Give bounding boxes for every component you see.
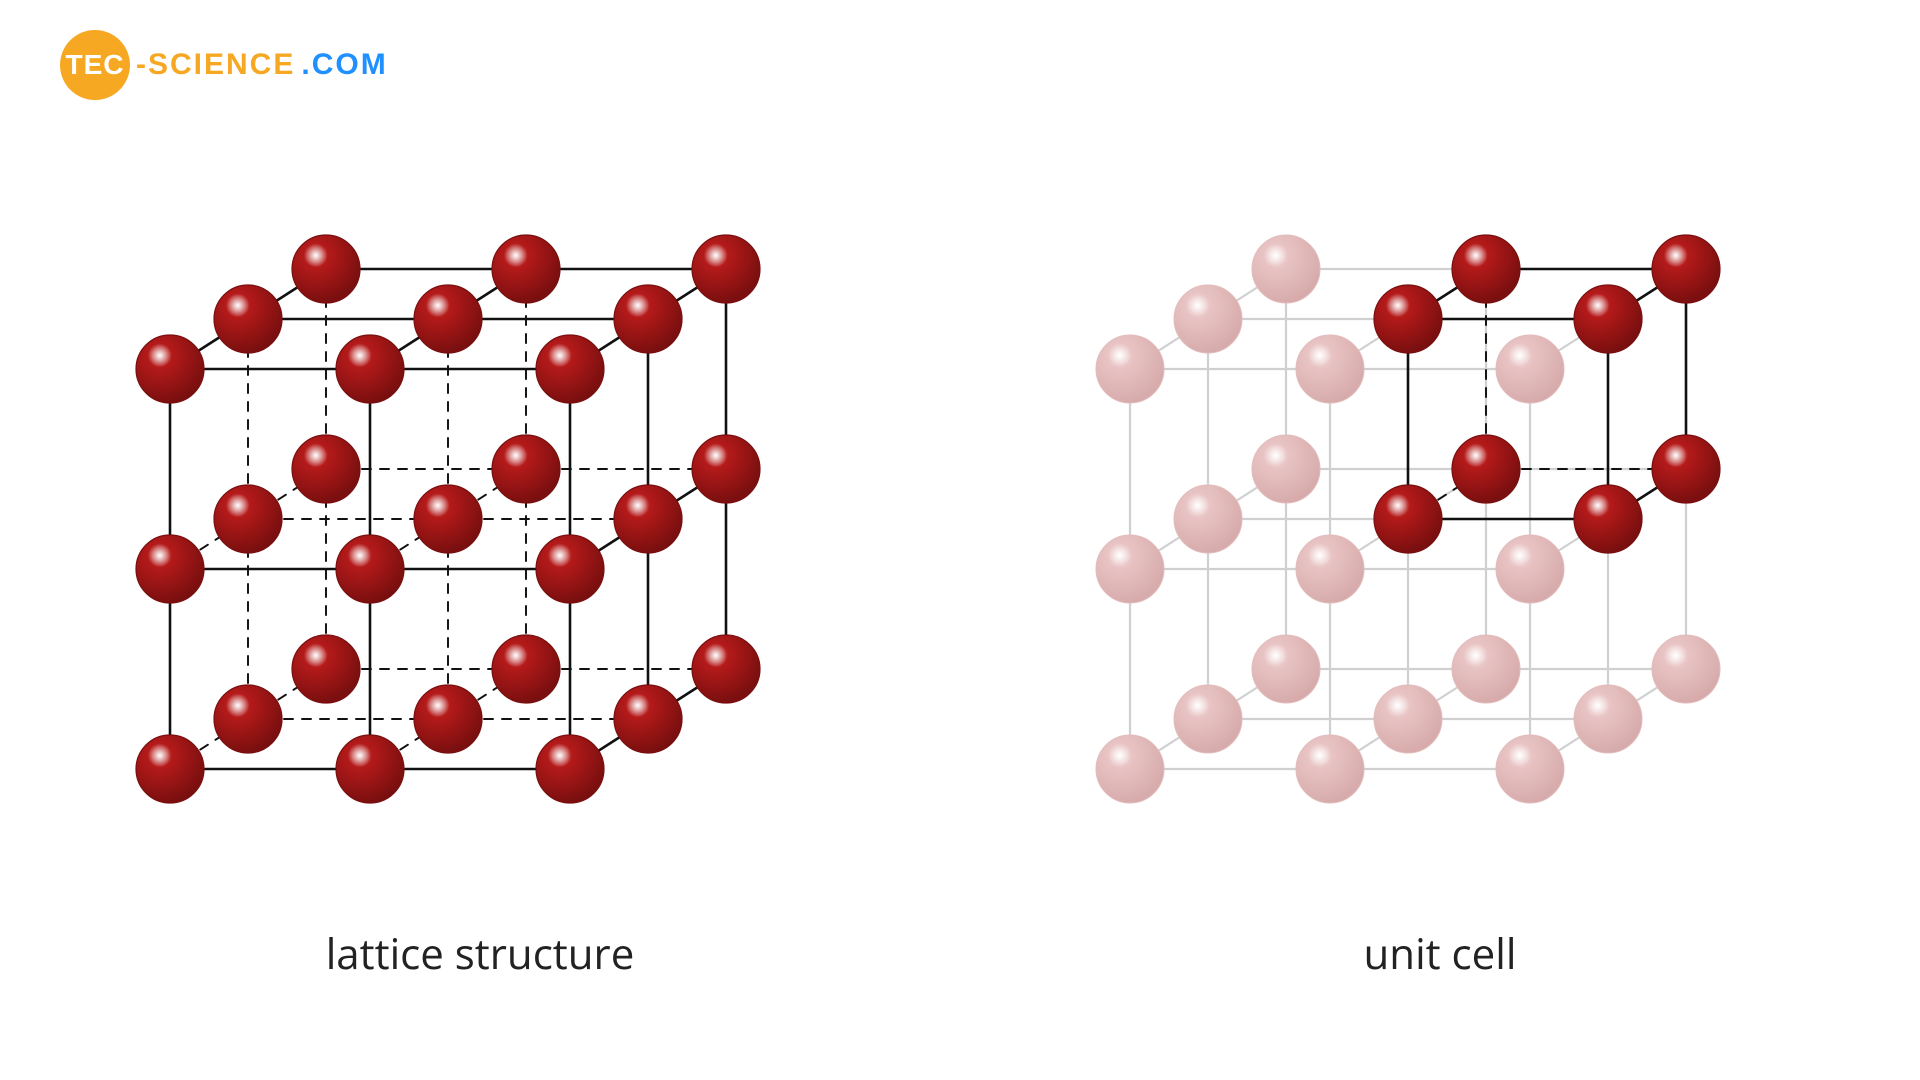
atom-faded [1496, 535, 1564, 603]
atom [414, 685, 482, 753]
atom [1374, 485, 1442, 553]
atom-faded [1574, 685, 1642, 753]
logo-circle-text: TEC [66, 49, 125, 81]
atom [1652, 435, 1720, 503]
atom-faded [1252, 635, 1320, 703]
panel-lattice: lattice structure [70, 89, 890, 982]
atom-faded [1296, 735, 1364, 803]
atom [336, 535, 404, 603]
atom [214, 685, 282, 753]
unit-cell-svg [1030, 89, 1850, 909]
atom-faded [1174, 485, 1242, 553]
atom-faded [1174, 685, 1242, 753]
atom-faded [1174, 285, 1242, 353]
atom-faded [1652, 635, 1720, 703]
atom [692, 235, 760, 303]
atom-faded [1252, 435, 1320, 503]
atom-faded [1296, 335, 1364, 403]
atom-faded [1096, 735, 1164, 803]
atom [492, 235, 560, 303]
atom [692, 435, 760, 503]
atom [614, 285, 682, 353]
atom [1574, 485, 1642, 553]
atom [136, 335, 204, 403]
logo-dotcom-text: .COM [301, 48, 387, 82]
atom [614, 485, 682, 553]
atom [214, 285, 282, 353]
atom [692, 635, 760, 703]
panel-unit-cell: unit cell [1030, 89, 1850, 982]
atom [414, 485, 482, 553]
atom-faded [1096, 535, 1164, 603]
atom-faded [1452, 635, 1520, 703]
atom [1652, 235, 1720, 303]
atom [1574, 285, 1642, 353]
atom [536, 735, 604, 803]
atom-faded [1496, 335, 1564, 403]
atom [214, 485, 282, 553]
atom [614, 685, 682, 753]
atom [292, 435, 360, 503]
atom [1452, 235, 1520, 303]
atom [1452, 435, 1520, 503]
lattice-structure-svg [70, 89, 890, 909]
caption-unit-cell: unit cell [1364, 925, 1517, 982]
logo-rest-text: -SCIENCE [136, 48, 295, 82]
atom-faded [1096, 335, 1164, 403]
atom [536, 335, 604, 403]
atom [336, 335, 404, 403]
atom [536, 535, 604, 603]
atom [336, 735, 404, 803]
atom [136, 535, 204, 603]
atom [492, 635, 560, 703]
atom [292, 235, 360, 303]
atom [292, 635, 360, 703]
atom [414, 285, 482, 353]
atom-faded [1252, 235, 1320, 303]
atom-faded [1374, 685, 1442, 753]
diagram-row: lattice structure unit cell [0, 100, 1920, 970]
caption-lattice: lattice structure [326, 925, 635, 982]
atoms [136, 235, 760, 803]
atom-faded [1496, 735, 1564, 803]
atom [1374, 285, 1442, 353]
atom [136, 735, 204, 803]
atom [492, 435, 560, 503]
atom-faded [1296, 535, 1364, 603]
